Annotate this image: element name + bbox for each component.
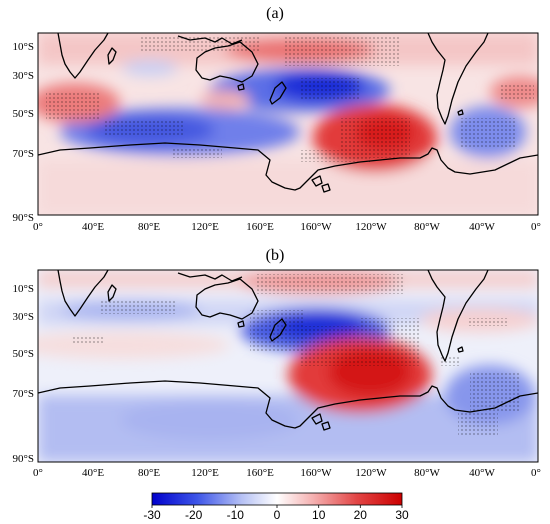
lon-tick-label: 120°E: [191, 221, 219, 233]
panel-b-title: (b): [266, 247, 285, 264]
lon-tick-label: 120°W: [355, 467, 387, 479]
panel-b-lat-axis: 10°S 30°S 50°S 70°S 90°S: [12, 283, 34, 465]
panel-a-title: (a): [266, 5, 284, 22]
lon-tick-label: 80°W: [414, 467, 440, 479]
lon-tick-label: 40°W: [469, 467, 495, 479]
panel-a-lon-axis: 0° 40°E 80°E 120°E 160°E 160°W 120°W 80°…: [33, 221, 541, 233]
lon-tick-label: 120°E: [191, 467, 219, 479]
panel-b: (b): [12, 247, 541, 479]
panel-b-lon-axis: 0° 40°E 80°E 120°E 160°E 160°W 120°W 80°…: [33, 467, 541, 479]
panel-b-stippling: [72, 274, 520, 436]
panel-b-coastlines: [38, 270, 538, 431]
colorbar-tick-label: -30: [143, 508, 161, 522]
colorbar-tick-label: -20: [185, 508, 203, 522]
lon-tick-label: 160°W: [300, 467, 332, 479]
colorbar-tick-label: 0: [274, 508, 281, 522]
panel-a-stippling: [46, 36, 534, 162]
lon-tick-label: 160°E: [246, 221, 274, 233]
lat-tick-label: 10°S: [12, 283, 34, 295]
lon-tick-label: 80°E: [138, 221, 160, 233]
panel-a: (a): [12, 5, 541, 233]
lon-tick-label: 160°E: [246, 467, 274, 479]
lon-tick-label: 40°E: [82, 221, 104, 233]
colorbar-tick-label: -10: [227, 508, 245, 522]
lat-tick-label: 30°S: [12, 70, 34, 82]
panel-a-field: [38, 33, 538, 215]
lon-tick-label: 120°W: [355, 221, 387, 233]
colorbar-tick-label: 30: [395, 508, 409, 522]
lat-tick-label: 90°S: [12, 212, 34, 224]
colorbar-ticks: [151, 505, 403, 508]
lat-tick-label: 50°S: [12, 348, 34, 360]
panel-a-coastlines: [38, 33, 538, 193]
lon-tick-label: 0°: [531, 467, 541, 479]
lon-tick-label: 0°: [33, 221, 43, 233]
lon-tick-label: 80°E: [138, 467, 160, 479]
panel-b-field: [38, 270, 538, 462]
lat-tick-label: 10°S: [12, 41, 34, 53]
colorbar-tick-label: 20: [354, 508, 368, 522]
panel-b-frame: [37, 269, 539, 463]
lat-tick-label: 30°S: [12, 311, 34, 323]
lat-tick-label: 90°S: [12, 453, 34, 465]
lon-tick-label: 80°W: [414, 221, 440, 233]
lat-tick-label: 50°S: [12, 108, 34, 120]
lon-tick-label: 0°: [33, 467, 43, 479]
lon-tick-label: 160°W: [300, 221, 332, 233]
lon-tick-label: 0°: [531, 221, 541, 233]
colorbar: -30 -20 -10 0 10 20 30: [143, 492, 409, 522]
colorbar-gradient: [151, 492, 403, 506]
panel-a-frame: [37, 32, 539, 216]
panel-a-lat-axis: 10°S 30°S 50°S 70°S 90°S: [12, 41, 34, 224]
lat-tick-label: 70°S: [12, 388, 34, 400]
lon-tick-label: 40°W: [469, 221, 495, 233]
lat-tick-label: 70°S: [12, 148, 34, 160]
lon-tick-label: 40°E: [82, 467, 104, 479]
colorbar-tick-label: 10: [312, 508, 326, 522]
